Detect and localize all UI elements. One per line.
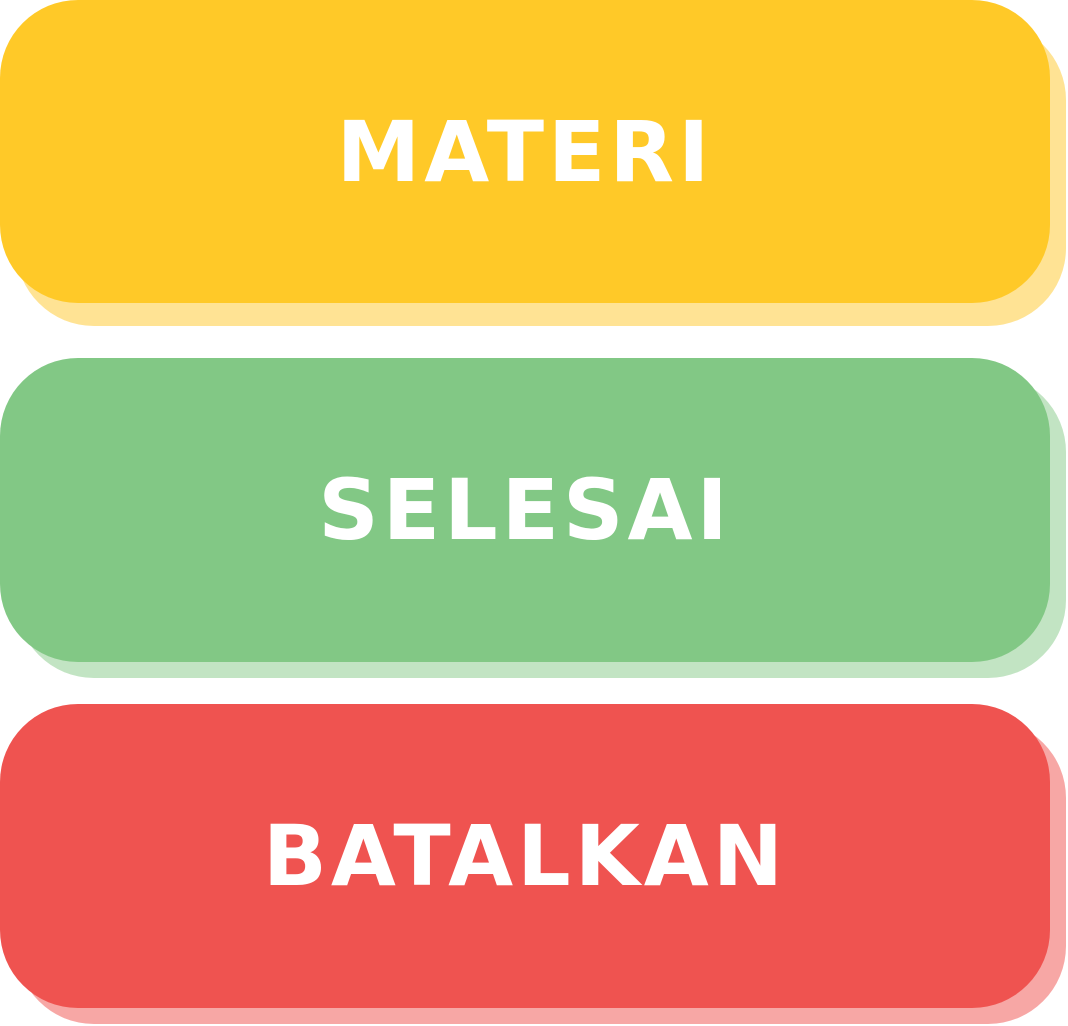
materi-button-label: MATERI bbox=[336, 102, 714, 201]
selesai-button[interactable]: SELESAI bbox=[0, 358, 1050, 662]
batalkan-button-group: BATALKAN bbox=[0, 704, 1066, 1026]
batalkan-button-label: BATALKAN bbox=[262, 807, 788, 905]
selesai-button-group: SELESAI bbox=[0, 358, 1066, 680]
materi-button[interactable]: MATERI bbox=[0, 0, 1050, 303]
selesai-button-label: SELESAI bbox=[318, 461, 732, 559]
materi-button-group: MATERI bbox=[0, 0, 1066, 328]
batalkan-button[interactable]: BATALKAN bbox=[0, 704, 1050, 1008]
